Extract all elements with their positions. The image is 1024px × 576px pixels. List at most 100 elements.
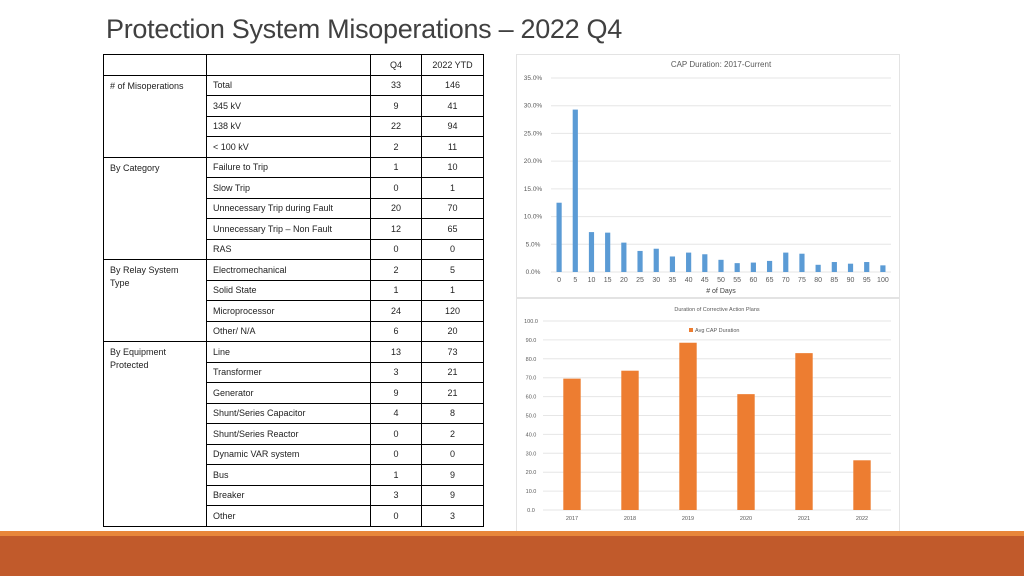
y-tick-label: 35.0% — [524, 75, 543, 82]
table-group-label: # of Misoperations — [103, 74, 207, 158]
bar-2018 — [621, 370, 639, 510]
bar-70 — [783, 252, 789, 272]
table-cell-q4: 0 — [370, 443, 422, 465]
table-body: # of Misoperations Total 33 146 345 kV 9 41 138… — [103, 74, 484, 527]
misoperations-table: Q4 2022 YTD # of Misoperations Total 33 146… — [103, 54, 484, 527]
table-row: By Category Failure to Trip 1 10 — [103, 156, 484, 260]
y-tick-label: 40.0 — [526, 432, 537, 438]
table-row-label: Shunt/Series Reactor — [206, 423, 371, 445]
table-cell-ytd: 9 — [421, 464, 484, 486]
bar-15 — [605, 232, 611, 272]
bar-50 — [718, 259, 724, 272]
x-tick-label: 10 — [588, 277, 596, 284]
table-cell-q4: 0 — [370, 505, 422, 527]
table-cell-q4: 22 — [370, 115, 422, 137]
table-row-label: Other/ N/A — [206, 320, 371, 342]
table-cell-q4: 3 — [370, 484, 422, 506]
table-row-label: Line — [206, 341, 371, 363]
table-cell-ytd: 0 — [421, 443, 484, 465]
table-cell-ytd: 146 — [421, 74, 484, 96]
y-tick-label: 10.0 — [526, 489, 537, 495]
y-tick-label: 90.0 — [526, 338, 537, 344]
bar-5 — [572, 109, 578, 272]
bar-20 — [621, 242, 627, 272]
x-tick-label: 55 — [733, 277, 741, 284]
table-cell-q4: 13 — [370, 341, 422, 363]
table-row: By Relay System Type Electromechanical 2 5 — [103, 259, 484, 342]
table-group-label: By Relay System Type — [103, 259, 207, 342]
x-tick-label: 2022 — [856, 516, 868, 522]
table-row-label: Other — [206, 505, 371, 527]
table-cell-ytd: 94 — [421, 115, 484, 137]
y-tick-label: 0.0% — [526, 269, 541, 276]
x-axis-label: # of Days — [706, 288, 736, 295]
bar-25 — [637, 250, 643, 272]
cap-duration-chart: CAP Duration: 2017-Current 0.0% 5.0% 10.0% 1… — [516, 54, 900, 298]
table-cell-q4: 2 — [370, 136, 422, 158]
table-cell-q4: 1 — [370, 464, 422, 486]
x-tick-label: 40 — [685, 277, 693, 284]
corrective-action-chart: Duration of Corrective Action Plans 0.0 10… — [516, 298, 900, 532]
table-row-label: Microprocessor — [206, 300, 371, 322]
y-tick-label: 70.0 — [526, 376, 537, 382]
table-cell-ytd: 10 — [421, 156, 484, 178]
table-row-label: Failure to Trip — [206, 156, 371, 178]
slide-title: Protection System Misoperations – 2022 Q… — [106, 14, 622, 44]
table-cell-q4: 1 — [370, 156, 422, 178]
table-cell-q4: 0 — [370, 423, 422, 445]
table-row: # of Misoperations Total 33 146 — [103, 74, 484, 158]
table-row: Transformer 3 21 — [104, 361, 484, 383]
x-tick-label: 100 — [877, 277, 889, 284]
table-cell-ytd: 70 — [421, 197, 484, 219]
y-tick-label: 20.0% — [524, 158, 543, 165]
x-tick-label: 2017 — [566, 516, 578, 522]
table-cell-q4: 9 — [370, 95, 422, 117]
x-tick-label: 70 — [782, 277, 790, 284]
table-row-label: Slow Trip — [206, 177, 371, 199]
bar-2017 — [563, 378, 581, 510]
y-tick-label: 0.0 — [527, 508, 535, 514]
bar-65 — [766, 260, 773, 272]
y-tick-label: 20.0 — [526, 470, 537, 476]
table-cell-ytd: 9 — [421, 484, 484, 506]
table-cell-q4: 1 — [370, 279, 422, 301]
table-row: Solid State 1 1 — [104, 279, 484, 301]
y-tick-label: 15.0% — [524, 186, 543, 193]
table-row-label: Shunt/Series Capacitor — [206, 402, 371, 424]
x-tick-label: 80 — [814, 277, 822, 284]
x-tick-label: 2020 — [740, 516, 752, 522]
y-tick-label: 25.0% — [524, 130, 543, 137]
bar-100 — [880, 265, 886, 272]
table-row: Other 0 3 — [104, 505, 484, 527]
table-row-label: Electromechanical — [206, 259, 371, 281]
table-cell-q4: 6 — [370, 320, 422, 342]
table-cell-q4: 3 — [370, 361, 422, 383]
table-cell-q4: 12 — [370, 218, 422, 240]
table-header-item — [206, 54, 371, 76]
x-tick-label: 25 — [636, 277, 644, 284]
table-cell-q4: 0 — [370, 177, 422, 199]
table-cell-ytd: 120 — [421, 300, 484, 322]
table-row-label: Breaker — [206, 484, 371, 506]
bar-85 — [831, 262, 837, 272]
table-header-row: Q4 2022 YTD — [103, 54, 484, 76]
table-cell-q4: 24 — [370, 300, 422, 322]
y-tick-label: 5.0% — [526, 241, 541, 248]
y-tick-label: 60.0 — [526, 395, 537, 401]
table-cell-q4: 9 — [370, 382, 422, 404]
table-row-label: Solid State — [206, 279, 371, 301]
bar-10 — [588, 232, 595, 272]
x-tick-label: 50 — [717, 277, 725, 284]
x-tick-label: 2018 — [624, 516, 636, 522]
table-cell-ytd: 73 — [421, 341, 484, 363]
table-row-label: Bus — [206, 464, 371, 486]
bar-45 — [702, 254, 708, 272]
table-row: Bus 1 9 — [104, 464, 484, 486]
bar-2020 — [737, 394, 755, 510]
table-cell-ytd: 21 — [421, 361, 484, 383]
x-tick-label: 20 — [620, 277, 628, 284]
bar-60 — [750, 262, 756, 272]
table-cell-ytd: 41 — [421, 95, 484, 117]
table-cell-ytd: 1 — [421, 177, 484, 199]
table-header-q4: Q4 — [370, 54, 422, 76]
